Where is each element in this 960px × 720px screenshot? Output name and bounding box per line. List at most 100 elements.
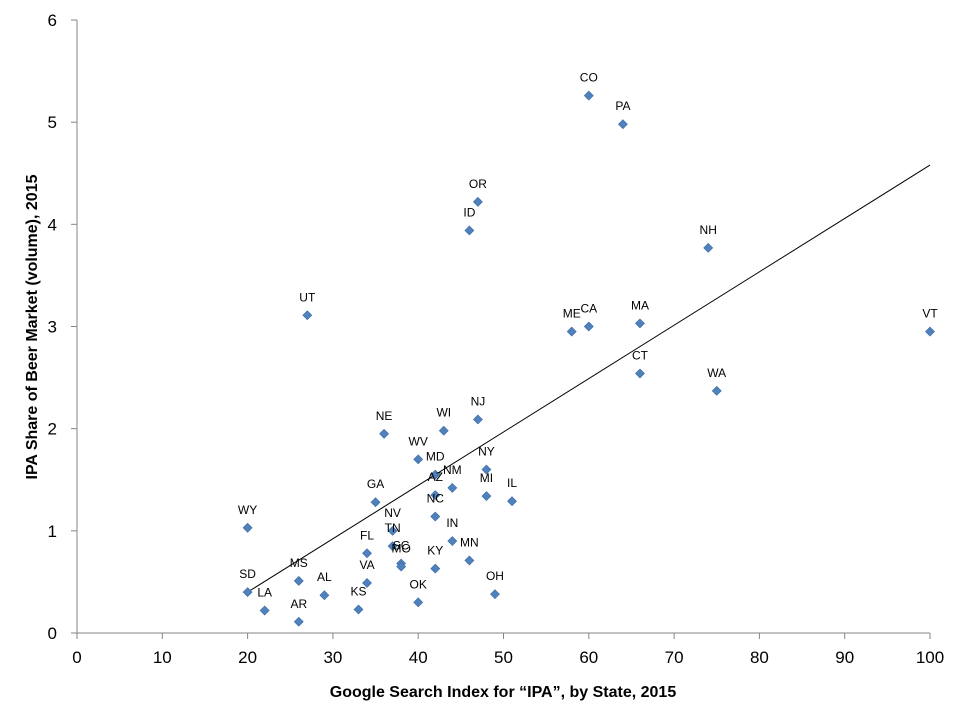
point-label-ks: KS	[350, 585, 366, 599]
point-label-co: CO	[580, 71, 598, 85]
point-label-me: ME	[563, 307, 581, 321]
data-point-nh	[703, 242, 714, 253]
x-tick-label: 80	[750, 648, 769, 667]
data-point-nv	[387, 525, 398, 536]
data-point-al	[319, 590, 330, 601]
x-tick-label: 20	[238, 648, 257, 667]
point-label-ut: UT	[299, 290, 316, 304]
y-tick-label: 5	[48, 113, 57, 132]
data-point-mo	[396, 561, 407, 572]
y-axis-title: IPA Share of Beer Market (volume), 2015	[24, 174, 41, 479]
trendline-layer	[247, 164, 931, 593]
point-label-or: OR	[469, 177, 487, 191]
x-tick-label: 50	[494, 648, 513, 667]
data-point-ma	[635, 318, 645, 329]
data-point-ny	[481, 464, 492, 475]
point-label-ny: NY	[478, 445, 495, 459]
trendline	[247, 164, 931, 593]
ticks-layer: 0 10 20 30 40 50 60 70 80 90 100 0 1 2 3 4 5 6	[48, 11, 945, 667]
data-point-mn	[464, 555, 475, 566]
point-label-mn: MN	[460, 535, 479, 549]
data-point-wv	[413, 454, 424, 465]
data-point-ga	[370, 497, 381, 508]
data-point-ca	[583, 321, 594, 332]
point-label-va: VA	[359, 558, 374, 572]
point-label-il: IL	[507, 476, 517, 490]
data-point-sd	[242, 587, 253, 598]
x-axis-title: Google Search Index for “IPA”, by State,…	[330, 684, 677, 701]
data-point-fl	[362, 548, 372, 559]
point-label-ct: CT	[632, 348, 649, 362]
x-tick-label: 10	[153, 648, 172, 667]
axes-layer	[76, 20, 930, 634]
data-point-nc	[430, 511, 441, 522]
data-point-pa	[617, 119, 628, 130]
data-point-md	[430, 469, 441, 480]
point-label-sc: SC	[393, 539, 410, 553]
data-point-ky	[430, 563, 441, 574]
point-label-nm: NM	[443, 463, 462, 477]
x-tick-label: 60	[579, 648, 598, 667]
point-label-ne: NE	[376, 409, 393, 423]
data-point-az	[430, 490, 441, 500]
x-tick-label: 70	[665, 648, 684, 667]
y-tick-label: 0	[48, 624, 57, 643]
data-point-co	[583, 90, 594, 101]
data-point-nm	[447, 482, 458, 493]
data-point-wa	[711, 385, 722, 396]
data-point-ut	[302, 310, 313, 321]
data-point-wy	[242, 522, 253, 533]
point-label-mo: MO	[391, 542, 410, 556]
y-tick-label: 6	[48, 11, 57, 30]
x-tick-label: 100	[916, 648, 944, 667]
y-tick-label: 3	[48, 318, 57, 337]
data-point-ok	[413, 597, 424, 608]
data-point-ks	[353, 604, 364, 615]
point-label-pa: PA	[615, 99, 630, 113]
point-label-ms: MS	[290, 556, 308, 570]
point-label-vt: VT	[922, 307, 938, 321]
data-point-oh	[490, 589, 500, 600]
data-point-me	[566, 326, 577, 337]
data-point-vt	[925, 326, 935, 337]
data-point-or	[472, 196, 483, 207]
data-point-wi	[438, 425, 449, 436]
data-point-la	[259, 605, 270, 616]
point-label-sd: SD	[239, 567, 256, 581]
point-label-nv: NV	[384, 506, 401, 520]
point-label-fl: FL	[360, 528, 374, 542]
point-label-id: ID	[463, 205, 475, 219]
point-label-mi: MI	[480, 471, 493, 485]
point-label-ga: GA	[367, 477, 384, 491]
point-label-nj: NJ	[471, 394, 486, 408]
data-point-id	[464, 225, 475, 236]
data-point-va	[362, 578, 372, 588]
point-label-az: AZ	[428, 470, 443, 484]
y-tick-label: 1	[48, 522, 57, 541]
point-label-wv: WV	[409, 434, 428, 448]
point-label-ky: KY	[427, 544, 443, 558]
point-label-wy: WY	[238, 503, 257, 517]
point-label-nc: NC	[427, 492, 445, 506]
point-label-al: AL	[317, 570, 332, 584]
point-label-wi: WI	[436, 406, 451, 420]
point-label-ok: OK	[410, 577, 427, 591]
data-point-il	[507, 496, 517, 507]
point-label-md: MD	[426, 450, 445, 464]
x-tick-label: 0	[72, 648, 81, 667]
data-points-layer: CO PA OR ID NH UT ME CA MA VT CT WA NJ WI NE WV MD NY NMAZ…	[238, 71, 938, 627]
x-tick-label: 30	[323, 648, 342, 667]
point-label-ma: MA	[631, 298, 649, 312]
y-tick-label: 2	[48, 420, 57, 439]
y-tick-label: 4	[48, 215, 57, 234]
point-label-tn: TN	[385, 521, 401, 535]
data-point-ct	[635, 368, 645, 379]
point-label-ca: CA	[580, 302, 597, 316]
point-label-ar: AR	[290, 597, 307, 611]
data-point-ne	[379, 428, 390, 439]
x-tick-label: 40	[409, 648, 428, 667]
point-label-la: LA	[257, 586, 272, 600]
data-point-ms	[293, 575, 304, 586]
point-label-wa: WA	[707, 366, 726, 380]
